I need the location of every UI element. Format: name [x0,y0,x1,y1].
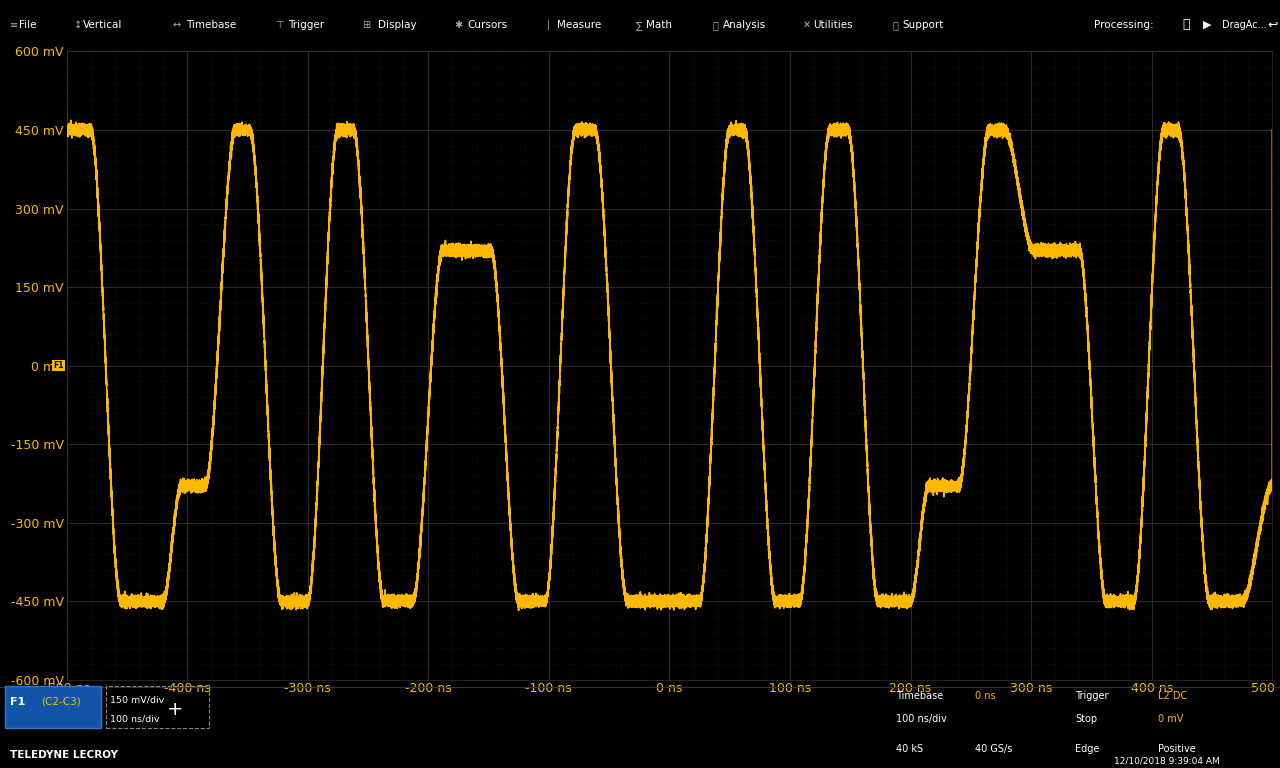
Text: ⓘ: ⓘ [892,20,899,30]
Text: Utilities: Utilities [813,20,852,30]
Text: Measure: Measure [557,20,602,30]
Text: ✕: ✕ [803,20,810,30]
Text: ∑: ∑ [636,20,643,30]
Text: 100 ns/div: 100 ns/div [110,715,160,724]
Text: |: | [547,20,550,30]
Text: F1: F1 [54,361,64,370]
Text: ≡: ≡ [10,20,18,30]
FancyBboxPatch shape [5,686,101,728]
Text: TELEDYNE LECROY: TELEDYNE LECROY [10,750,118,760]
Text: ⊤: ⊤ [275,20,284,30]
Text: ⏸: ⏸ [1183,18,1190,31]
Text: Timebase: Timebase [186,20,236,30]
Text: Stop: Stop [1075,714,1097,724]
Text: Positive: Positive [1158,743,1196,753]
Text: Edge: Edge [1075,743,1100,753]
Text: ⌒: ⌒ [713,20,719,30]
Text: Cursors: Cursors [467,20,507,30]
Text: Processing:: Processing: [1094,20,1155,30]
Text: 12/10/2018 9:39:04 AM: 12/10/2018 9:39:04 AM [1114,756,1220,766]
Text: 150 mV/div: 150 mV/div [110,696,164,704]
Text: 40 kS: 40 kS [896,743,923,753]
Text: ↩: ↩ [1267,18,1277,31]
Text: L2 DC: L2 DC [1158,690,1188,700]
Text: +: + [166,700,183,719]
Text: (C2-C3): (C2-C3) [41,697,81,707]
Text: ↔: ↔ [173,20,180,30]
Text: Trigger: Trigger [288,20,324,30]
Text: 100 ns/div: 100 ns/div [896,714,947,724]
Text: ⊞: ⊞ [362,20,370,30]
Text: 0 mV: 0 mV [1158,714,1184,724]
Text: F1: F1 [10,697,26,707]
Text: Display: Display [378,20,416,30]
Text: File: File [19,20,37,30]
Text: ▶: ▶ [1203,20,1212,30]
Text: ↕: ↕ [74,20,82,30]
Text: Support: Support [902,20,943,30]
Text: Trigger: Trigger [1075,690,1108,700]
Text: Math: Math [646,20,672,30]
Text: Analysis: Analysis [723,20,767,30]
Text: Timebase: Timebase [896,690,943,700]
Text: DragAc...: DragAc... [1222,20,1267,30]
Text: 40 GS/s: 40 GS/s [975,743,1012,753]
Text: 0 ns: 0 ns [975,690,996,700]
Text: ✱: ✱ [454,20,462,30]
Text: Vertical: Vertical [83,20,123,30]
